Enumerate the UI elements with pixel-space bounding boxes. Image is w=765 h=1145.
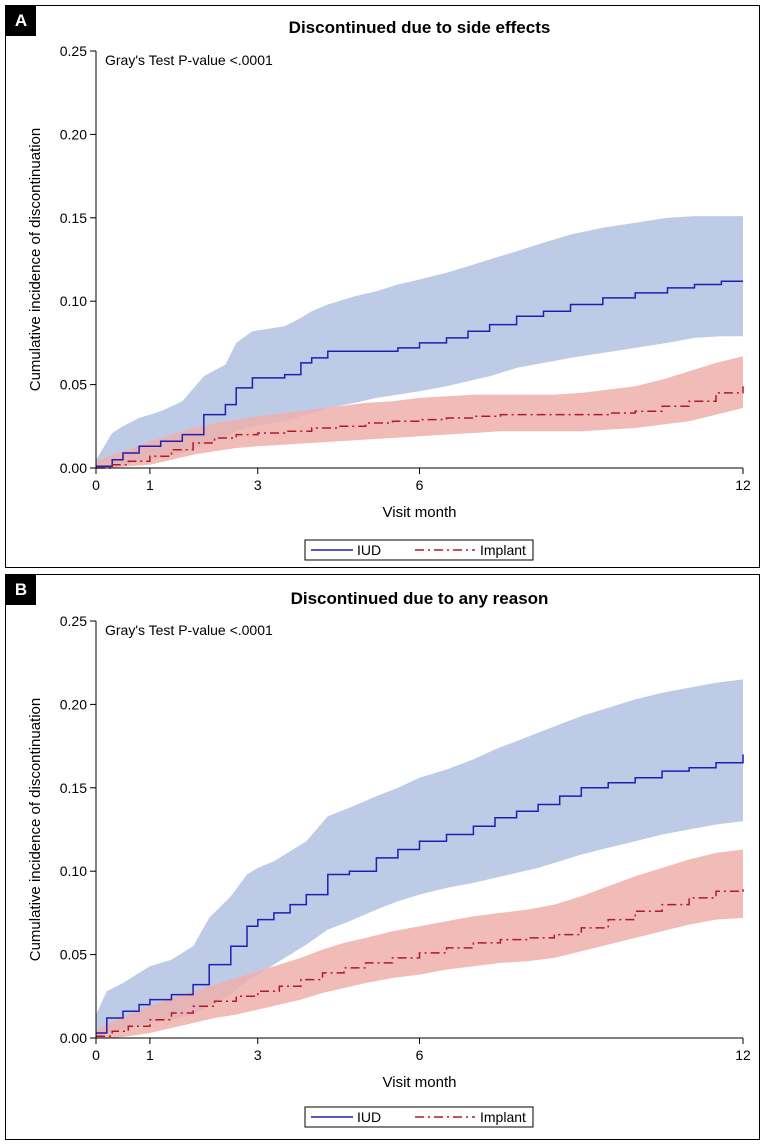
y-tick-label: 0.05 — [60, 947, 87, 963]
x-tick-label: 12 — [735, 1047, 751, 1063]
x-tick-label: 3 — [254, 1047, 262, 1063]
x-tick-label: 3 — [254, 477, 262, 493]
x-tick-label: 6 — [416, 1047, 424, 1063]
panel-letter-b: B — [6, 575, 36, 605]
step-line-implant — [96, 386, 744, 469]
legend-label-iud: IUD — [357, 542, 381, 558]
chart-b: Discontinued due to any reason 0.00 0.05 0.… — [27, 589, 751, 1128]
y-tick-label: 0.25 — [60, 43, 87, 59]
y-tick-label: 0.25 — [60, 613, 87, 629]
y-tick-label: 0.05 — [60, 377, 87, 393]
legend-label-implant: Implant — [480, 542, 526, 558]
ci-band-iud — [96, 679, 743, 1038]
y-tick-label: 0.15 — [60, 210, 87, 226]
legend-label-iud: IUD — [357, 1109, 381, 1125]
y-axis-label: Cumulative incidence of discontinuation — [27, 128, 44, 392]
ci-band-iud — [96, 216, 743, 468]
x-tick-label: 1 — [146, 477, 154, 493]
y-tick-label: 0.00 — [60, 1030, 87, 1046]
panel-b: B Discontinued due to any reason 0.00 0.05… — [5, 574, 760, 1140]
x-tick-label: 1 — [146, 1047, 154, 1063]
x-axis-label: Visit month — [383, 1074, 457, 1091]
y-tick-label: 0.00 — [60, 460, 87, 476]
legend: IUD Implant — [304, 539, 534, 561]
x-axis-label: Visit month — [383, 504, 457, 521]
chart-title: Discontinued due to any reason — [291, 589, 549, 608]
x-tick-label: 12 — [735, 477, 751, 493]
y-tick-label: 0.20 — [60, 126, 87, 142]
y-axis-label: Cumulative incidence of discontinuation — [27, 698, 44, 962]
gray-test-annotation: Gray's Test P-value <.0001 — [105, 52, 273, 68]
y-tick-label: 0.10 — [60, 293, 87, 309]
panel-a: A Discontinued due to side effects 0.00 0.… — [5, 5, 760, 568]
legend-label-implant: Implant — [480, 1109, 526, 1125]
ci-band-implant — [96, 356, 743, 468]
legend: IUD Implant — [304, 1106, 534, 1128]
y-tick-label: 0.15 — [60, 780, 87, 796]
x-tick-label: 0 — [92, 477, 100, 493]
chart-title: Discontinued due to side effects — [289, 18, 551, 37]
x-tick-label: 0 — [92, 1047, 100, 1063]
ci-band-implant — [96, 849, 743, 1038]
y-tick-label: 0.20 — [60, 696, 87, 712]
panel-letter-a: A — [6, 6, 36, 36]
chart-a: Discontinued due to side effects 0.00 0.05… — [27, 18, 751, 561]
gray-test-annotation: Gray's Test P-value <.0001 — [105, 622, 273, 638]
y-tick-label: 0.10 — [60, 863, 87, 879]
x-tick-label: 6 — [416, 477, 424, 493]
step-line-iud — [96, 280, 743, 468]
step-line-iud — [96, 754, 744, 1034]
step-line-implant — [96, 887, 744, 1038]
